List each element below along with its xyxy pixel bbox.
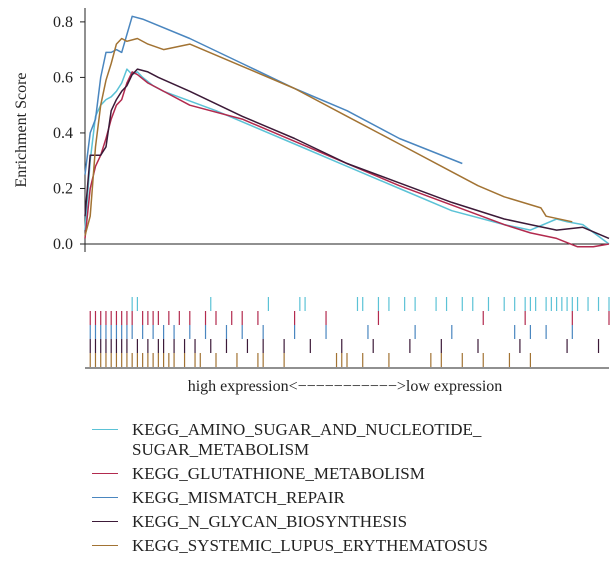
series-line-1 [84,68,610,245]
legend-swatch [92,521,118,522]
gene-hit-strip [89,297,610,367]
series-line-3 [84,15,463,175]
y-axis-title: Enrichment Score [13,72,30,187]
legend-item: KEGG_MISMATCH_REPAIR [92,488,602,508]
series-line-2 [84,71,610,248]
legend-item: KEGG_N_GLYCAN_BIOSYNTHESIS [92,512,602,532]
legend-label: KEGG_GLUTATHIONE_METABOLISM [132,464,425,483]
y-tick-label: 0.2 [53,180,73,197]
legend-swatch [92,429,118,430]
expression-direction-label: high expression<−−−−−−−−−−−>low expressi… [188,378,503,395]
series-line-5 [84,37,573,236]
legend-swatch [92,497,118,498]
y-tick-label: 0.8 [53,14,73,31]
legend-swatch [92,545,118,546]
legend: KEGG_AMINO_SUGAR_AND_NUCLEOTIDE_ SUGAR_M… [92,420,602,560]
series-lines [84,15,610,248]
legend-item: KEGG_AMINO_SUGAR_AND_NUCLEOTIDE_ SUGAR_M… [92,420,602,460]
y-tick-label: 0.4 [53,125,73,142]
enrichment-chart: 0.0 0.2 0.4 0.6 0.8 Enrichment Score high ex… [13,8,610,395]
legend-label: KEGG_AMINO_SUGAR_AND_NUCLEOTIDE_ SUGAR_M… [132,420,482,459]
y-axis: 0.0 0.2 0.4 0.6 0.8 [53,8,609,253]
y-tick-label: 0.0 [53,236,73,253]
legend-item: KEGG_GLUTATHIONE_METABOLISM [92,464,602,484]
legend-swatch [92,473,118,474]
legend-label: KEGG_MISMATCH_REPAIR [132,488,345,507]
legend-label: KEGG_N_GLYCAN_BIOSYNTHESIS [132,512,408,531]
legend-label: KEGG_SYSTEMIC_LUPUS_ERYTHEMATOSUS [132,536,488,555]
y-tick-label: 0.6 [53,69,73,86]
legend-item: KEGG_SYSTEMIC_LUPUS_ERYTHEMATOSUS [92,536,602,556]
series-line-4 [84,68,610,240]
